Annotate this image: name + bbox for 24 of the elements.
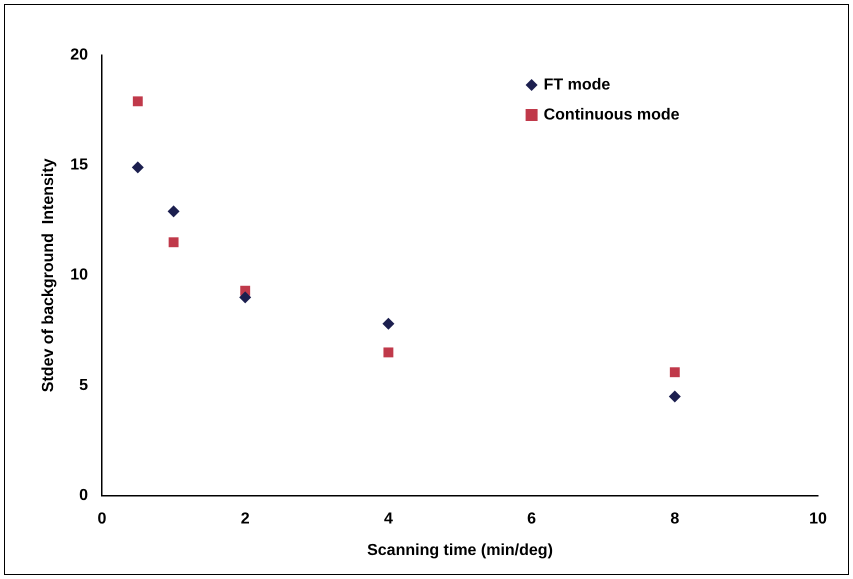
legend-label: Continuous mode (544, 106, 680, 124)
x-tick-label: 6 (527, 510, 536, 528)
x-tick-label: 10 (809, 510, 827, 528)
y-tick-label: 20 (70, 46, 88, 64)
point (132, 96, 143, 106)
point (383, 347, 394, 358)
x-tick-label: 4 (384, 510, 393, 528)
y-tick-label: 10 (70, 266, 88, 284)
y-tick-label: 5 (79, 376, 88, 394)
point (239, 291, 252, 304)
point (168, 237, 179, 248)
point (168, 205, 180, 218)
point (382, 318, 394, 330)
point (670, 367, 680, 378)
y-tick-label: 15 (70, 156, 88, 174)
x-tick-label: 0 (98, 510, 107, 528)
y-axis-title: Stdev of background Intensity (40, 158, 58, 392)
legend-label: FT mode (544, 76, 610, 94)
point (668, 390, 681, 402)
x-tick-label: 8 (670, 510, 680, 528)
x-axis-title: Scanning time (min/deg) (367, 542, 553, 559)
point (132, 161, 144, 174)
x-tick-label: 2 (240, 510, 250, 528)
y-tick-label: 0 (79, 487, 88, 504)
